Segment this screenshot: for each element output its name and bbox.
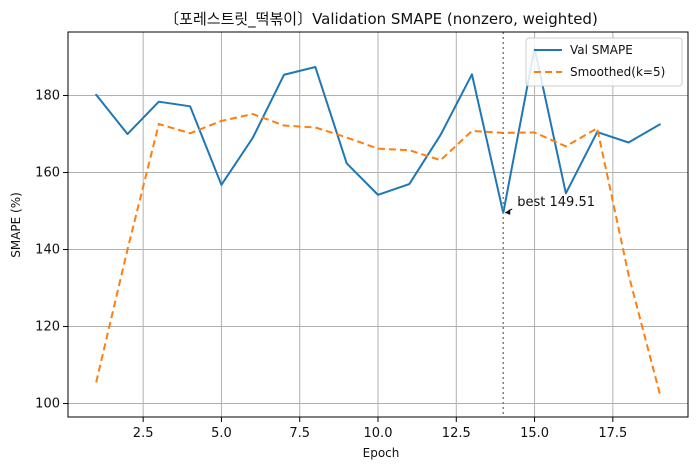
val-smape-point: [408, 183, 410, 185]
val-smape-point: [252, 137, 254, 139]
smoothed-point: [283, 124, 285, 126]
best-annotation-arrowhead: [505, 208, 511, 215]
smoothed-point: [158, 123, 160, 125]
smoothed-point: [439, 159, 441, 161]
val-smape-point: [439, 134, 441, 136]
smoothed-point: [565, 145, 567, 147]
y-tick-label: 120: [35, 320, 60, 335]
smoothed-point: [126, 248, 128, 250]
smoothed-point: [533, 131, 535, 133]
legend-box: [525, 37, 683, 87]
smoothed-point: [377, 147, 379, 149]
x-tick-label: 7.5: [289, 426, 310, 441]
legend: Val SMAPE Smoothed(k=5): [525, 37, 683, 87]
smoothed-point: [220, 120, 222, 122]
val-smape-point: [627, 141, 629, 143]
val-smape-point: [314, 66, 316, 68]
smoothed-point: [471, 130, 473, 132]
legend-label-val-smape: Val SMAPE: [570, 43, 633, 57]
smoothed-point: [596, 127, 598, 129]
y-axis-label: SMAPE (%): [9, 192, 23, 258]
val-smape-point: [95, 94, 97, 96]
smoothed-point: [189, 132, 191, 134]
smoothed-point: [345, 136, 347, 138]
marker-layer: best 149.51: [502, 32, 595, 417]
grid-layer: [68, 32, 688, 417]
val-smape-point: [345, 162, 347, 164]
val-smape-point: [158, 100, 160, 102]
smoothed-point: [95, 381, 97, 383]
x-tick-label: 12.5: [442, 426, 471, 441]
series-line-smoothed: [95, 113, 661, 395]
best-annotation-text: best 149.51: [517, 195, 595, 210]
x-tick-label: 17.5: [598, 426, 627, 441]
val-smape-point: [659, 123, 661, 125]
val-smape-point: [283, 74, 285, 76]
val-smape-point: [471, 73, 473, 75]
series-layer: [95, 47, 661, 395]
val-smape-point: [189, 105, 191, 107]
x-tick-label: 10.0: [364, 426, 393, 441]
val-smape-point: [126, 133, 128, 135]
smoothed-point: [252, 113, 254, 115]
y-tick-label: 140: [35, 243, 60, 258]
val-smape-point: [377, 194, 379, 196]
smoothed-point: [627, 273, 629, 275]
x-axis-label: Epoch: [363, 446, 400, 460]
chart-title: 〔포레스트릿_떡볶이〕Validation SMAPE (nonzero, we…: [164, 10, 598, 29]
x-tick-label: 2.5: [133, 426, 154, 441]
tick-layer: 2.5 5.0 7.5 10.0 12.5 15.0 17.5 100 120 140 160 180: [35, 89, 627, 441]
val-smape-point: [220, 184, 222, 186]
smoothed-point: [659, 393, 661, 395]
y-tick-label: 180: [35, 89, 60, 104]
series-line-val-smape: [95, 47, 661, 214]
legend-label-smoothed: Smoothed(k=5): [570, 65, 665, 79]
smoothed-point: [314, 126, 316, 128]
y-tick-label: 100: [35, 397, 60, 412]
smoothed-point: [408, 149, 410, 151]
y-tick-label: 160: [35, 166, 60, 181]
x-tick-label: 5.0: [211, 426, 232, 441]
x-tick-label: 15.0: [520, 426, 549, 441]
